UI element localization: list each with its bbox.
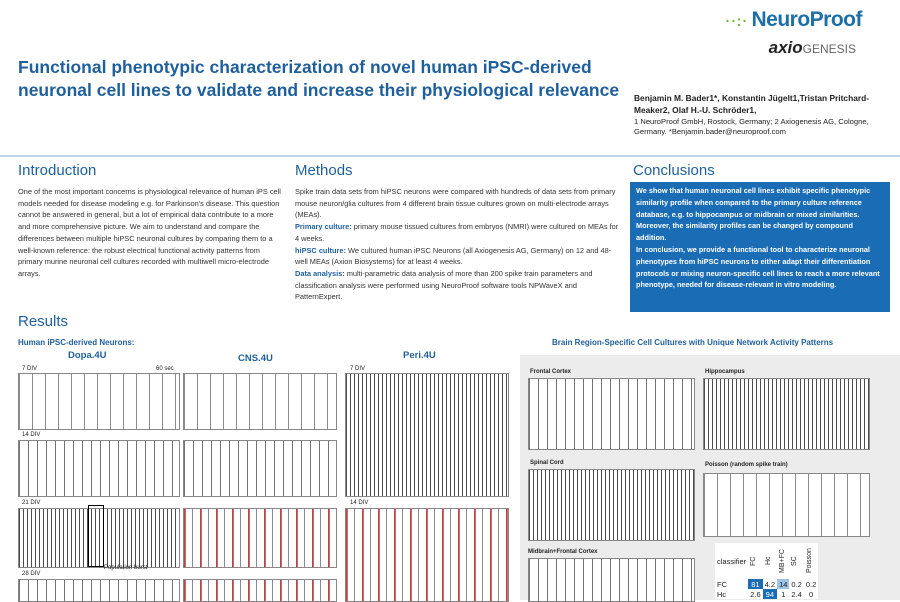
brain-region-heading: Brain Region-Specific Cell Cultures with… <box>552 338 834 347</box>
methods-p3-label: hiPSC culture: <box>295 245 346 255</box>
raster-dopa-28div <box>18 579 180 602</box>
classifier-row-label: FC <box>717 579 727 589</box>
classifier-header-hc: Hc <box>763 543 777 579</box>
column-title-cns: CNS.4U <box>238 353 273 364</box>
methods-text: Spike train data sets from hiPSC neurons… <box>295 186 623 303</box>
authors: Benjamin M. Bader1*, Konstantin Jügelt1,… <box>634 93 870 115</box>
region-label-poisson: Poisson (random spike train) <box>705 462 788 468</box>
poster-title: Functional phenotypic characterization o… <box>18 57 620 100</box>
raster-peri-14div <box>345 508 509 602</box>
raster-cns-21div <box>183 508 337 568</box>
classifier-cell: 0.2 <box>791 579 802 589</box>
classifier-header-poisson-text: Poisson <box>805 548 813 574</box>
population-burst-label: Population burst <box>104 565 148 571</box>
conclusions-box: We show that human neuronal cell lines e… <box>630 182 890 312</box>
column-title-dopa: Dopa.4U <box>68 350 107 361</box>
methods-p1: Spike train data sets from hiPSC neurons… <box>295 187 616 220</box>
methods-heading: Methods <box>295 162 353 179</box>
classifier-header-fc-text: FC <box>750 556 758 566</box>
dopa-scale-label: 60 sec <box>156 366 174 372</box>
raster-cns-14div <box>183 440 337 497</box>
conclusions-p2: In conclusion, we provide a functional t… <box>636 244 880 290</box>
genesis-logo-text: GENESIS <box>802 42 856 56</box>
methods-p2-label: Primary culture: <box>295 222 352 232</box>
classifier-cell: 2.6 <box>750 589 761 599</box>
affiliations: 1 NeuroProof GmbH, Rostock, Germany; 2 A… <box>634 117 869 136</box>
logo-dots-icon: ·∙:· <box>725 13 749 30</box>
classifier-row: FC 81 4.2 14 0.2 0.2 <box>715 579 818 589</box>
human-neurons-heading: Human iPSC-derived Neurons: <box>18 338 135 347</box>
region-label-spinal-cord: Spinal Cord <box>530 460 564 466</box>
axio-logo-text: axio <box>768 38 803 57</box>
classifier-cell: 2.4 <box>791 589 802 599</box>
classifier-header-sc: SC <box>789 543 803 579</box>
classifier-cell: 94 <box>762 589 778 599</box>
header-divider <box>0 155 900 157</box>
neuroproof-logo-text: NeuroProof <box>751 8 863 31</box>
classifier-cell: 0.2 <box>805 579 817 589</box>
raster-frontal-cortex <box>528 378 695 450</box>
methods-p3: We cultured human iPSC Neurons (all Axio… <box>295 245 612 267</box>
results-heading: Results <box>18 313 69 330</box>
classifier-table: classifier FC Hc MB+FC SC Poisson FC 81 … <box>715 543 819 599</box>
neuroproof-logo: ·∙:· NeuroProof <box>725 8 862 32</box>
raster-cns-28div <box>183 579 337 602</box>
column-title-peri: Peri.4U <box>403 350 436 361</box>
raster-dopa-21div <box>18 508 180 568</box>
classifier-cell: 1 <box>781 589 786 599</box>
region-label-frontal-cortex: Frontal Cortex <box>530 369 572 375</box>
region-label-hippocampus: Hippocampus <box>705 369 745 375</box>
introduction-heading: Introduction <box>18 162 97 179</box>
raster-dopa-7div <box>18 373 180 430</box>
dopa-div-label-7: 7 DIV <box>22 366 38 372</box>
region-label-midbrain-frontal-cortex: Midbrain+Frontal Cortex <box>528 549 598 555</box>
classifier-header-fc: FC <box>748 543 762 579</box>
raster-dopa-14div <box>18 440 180 497</box>
raster-poisson <box>703 473 870 537</box>
methods-p4: multi-parametric data analysis of more t… <box>295 268 593 302</box>
dopa-div-label-14: 14 DIV <box>22 432 41 438</box>
classifier-cell: 4.2 <box>764 579 776 589</box>
axiogenesis-logo: axioGENESIS <box>769 38 856 58</box>
classifier-row-label: Hc <box>717 589 727 599</box>
peri-div-label-7: 7 DIV <box>350 366 366 372</box>
methods-p4-label: Data analysis: <box>295 268 345 278</box>
methods-p2: primary mouse tissued cultures from embr… <box>295 222 619 243</box>
introduction-text: One of the most important concerns is ph… <box>18 187 281 278</box>
classifier-cell: 0 <box>808 589 814 599</box>
population-burst-box <box>88 505 104 567</box>
classifier-cell: 81 <box>748 579 763 589</box>
raster-peri-7div <box>345 373 509 497</box>
dopa-div-label-21: 21 DIV <box>22 500 41 506</box>
classifier-header-hc-text: Hc <box>764 556 772 566</box>
classifier-header-row: classifier FC Hc MB+FC SC Poisson <box>715 543 818 579</box>
classifier-header-mbfc: MB+FC <box>777 543 789 579</box>
raster-hippocampus <box>703 378 870 450</box>
classifier-header-mbfc-text: MB+FC <box>779 549 787 573</box>
classifier-label: classifier <box>717 556 747 566</box>
conclusions-p1: We show that human neuronal cell lines e… <box>636 186 871 243</box>
peri-div-label-14: 14 DIV <box>350 500 369 506</box>
classifier-header-sc-text: SC <box>791 556 799 566</box>
raster-spinal-cord <box>528 469 695 541</box>
conclusions-heading: Conclusions <box>633 162 715 179</box>
classifier-header-poisson: Poisson <box>804 543 818 579</box>
raster-cns-7div <box>183 373 337 430</box>
dopa-div-label-28: 28 DIV <box>22 571 41 577</box>
classifier-row: Hc 2.6 94 1 2.4 0 <box>715 589 818 599</box>
classifier-cell: 14 <box>777 579 790 589</box>
raster-midbrain-frontal-cortex <box>528 558 695 602</box>
